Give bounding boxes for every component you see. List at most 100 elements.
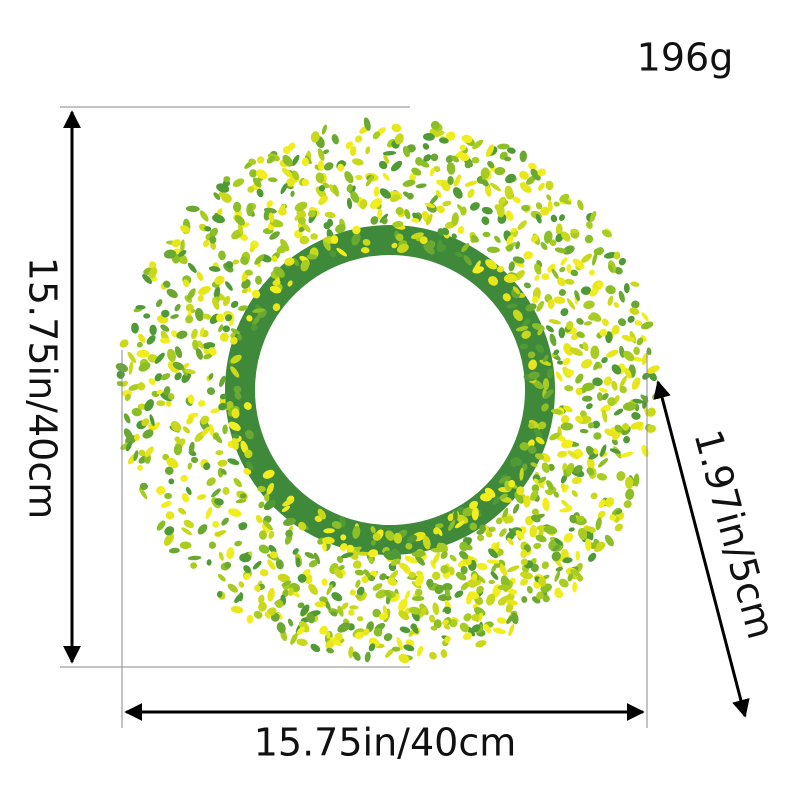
leaf (488, 276, 499, 286)
leaf (164, 466, 174, 475)
leaf (440, 564, 449, 574)
leaf (221, 193, 232, 203)
leaf (319, 596, 328, 603)
leaf (262, 520, 273, 531)
leaf (601, 356, 608, 364)
leaf (454, 520, 465, 529)
leaf (477, 534, 484, 542)
leaf (515, 326, 529, 332)
leaf (361, 575, 369, 584)
leaf (429, 194, 439, 205)
leaf (582, 341, 589, 352)
leaf (231, 408, 240, 419)
leaf (203, 352, 213, 360)
leaf (195, 348, 203, 360)
leaf (277, 573, 290, 583)
leaf (257, 485, 266, 493)
leaf (627, 315, 635, 323)
leaf (415, 183, 427, 189)
leaf (360, 247, 370, 254)
leaf (165, 511, 175, 520)
leaf (454, 590, 464, 598)
leaf (566, 264, 572, 274)
leaf (606, 349, 619, 358)
leaf (170, 314, 179, 319)
leaf (548, 540, 555, 550)
leaf (268, 544, 277, 554)
leaf (399, 626, 411, 634)
leaf (453, 174, 462, 187)
leaf (613, 251, 621, 260)
leaf (463, 255, 472, 266)
leaf (621, 335, 636, 342)
leaf (217, 459, 228, 467)
leaf (576, 318, 584, 325)
leaf (540, 242, 548, 250)
leaf (411, 595, 425, 602)
leaf (595, 517, 602, 531)
leaf (310, 643, 321, 653)
leaf (186, 416, 194, 425)
leaf (239, 233, 248, 241)
leaf (505, 602, 514, 613)
leaf (188, 441, 195, 454)
leaf (337, 605, 344, 617)
leaf (246, 315, 253, 322)
leaf (202, 313, 212, 320)
leaf (134, 433, 140, 441)
leaf (275, 559, 284, 570)
leaf (322, 536, 335, 545)
leaf (558, 289, 566, 296)
leaf (562, 199, 572, 205)
leaf (398, 598, 408, 612)
leaf (482, 231, 491, 238)
leaf (519, 343, 529, 350)
leaf (313, 552, 321, 565)
leaf (522, 318, 531, 328)
leaf (362, 239, 371, 246)
leaf (182, 362, 190, 369)
leaf (485, 531, 493, 538)
leaf (642, 372, 650, 380)
leaf (322, 541, 327, 552)
leaf (545, 180, 554, 191)
leaf (604, 497, 615, 508)
leaf (290, 190, 295, 197)
leaf (208, 347, 217, 356)
leaf (555, 371, 563, 382)
leaf (419, 236, 428, 245)
leaf (238, 522, 248, 531)
leaf (198, 400, 206, 407)
leaf (208, 424, 215, 436)
leaf (485, 259, 498, 270)
leaf (469, 522, 478, 531)
leaf (163, 533, 174, 546)
leaf (323, 528, 335, 534)
leaf (254, 275, 263, 285)
leaf (306, 612, 316, 624)
leaf (406, 534, 418, 544)
leaf (281, 505, 290, 512)
leaf (241, 288, 248, 294)
leaf (575, 373, 584, 384)
leaf (372, 532, 381, 541)
leaf (225, 314, 233, 322)
leaf (476, 585, 484, 594)
leaf (472, 139, 484, 150)
leaf (531, 508, 539, 516)
leaf (517, 220, 527, 230)
leaf (633, 473, 640, 487)
leaf (530, 462, 538, 468)
leaf (520, 549, 528, 559)
leaf (168, 393, 175, 400)
leaf (505, 173, 516, 184)
leaf (411, 623, 419, 634)
leaf (486, 593, 496, 606)
leaf (276, 244, 289, 254)
leaf (233, 478, 242, 488)
leaf (230, 328, 241, 335)
leaf (416, 645, 424, 657)
leaf (592, 252, 598, 266)
leaf (558, 327, 566, 339)
leaf (492, 627, 506, 635)
